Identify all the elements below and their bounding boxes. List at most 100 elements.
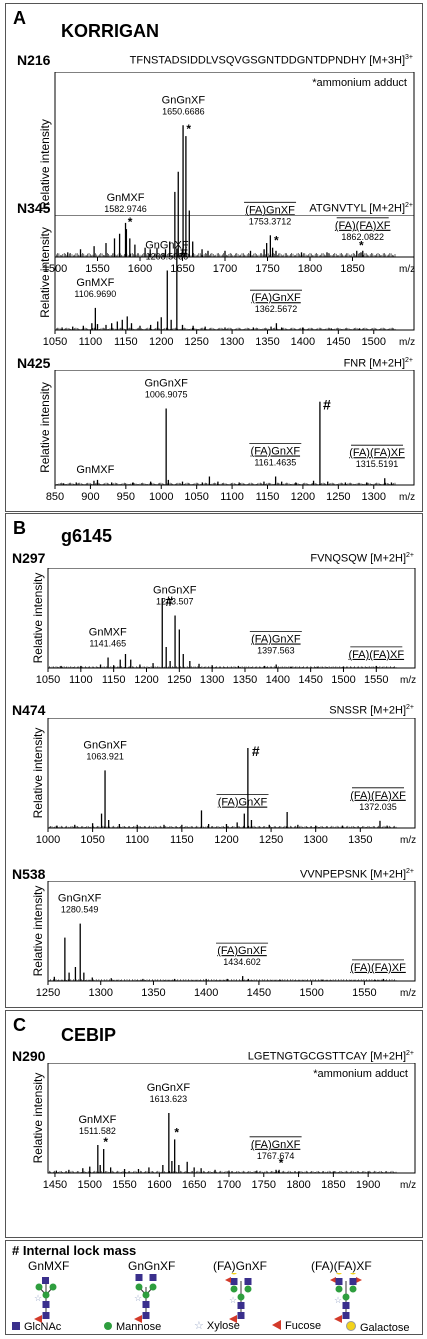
peptide-text: FVNQSQW: [310, 552, 371, 565]
x-tick-label: 1450: [298, 674, 322, 686]
x-tick-label: 1400: [291, 336, 315, 348]
spectrum-plot: Relative intensity 1250 1300 1350 1400 1450 15…: [31, 881, 416, 999]
peak-mz-label: 1767.674: [257, 1151, 295, 1161]
x-tick-label: 1050: [184, 491, 208, 503]
x-tick-label: 1300: [303, 834, 327, 846]
peak-mz-label: 1511.582: [79, 1126, 116, 1136]
glycan-name: (FA)GnXF: [213, 1259, 268, 1273]
charge-state: [M+3H]: [369, 54, 406, 67]
legend: # Internal lock mass GnMXF GnGnXF (FA)Gn…: [5, 1240, 423, 1335]
site-label: N216: [17, 52, 51, 68]
glycan-structures: ☆ ☆ ☆: [34, 1273, 362, 1323]
glycan-name: GnMXF: [28, 1259, 70, 1273]
peptide-sequence: LGETNGTGCGSTTCAY [M+2H]2+: [248, 1050, 414, 1063]
x-tick-label: 1550: [112, 1179, 136, 1191]
peak-glycan-label: (FA)GnXF: [251, 1139, 301, 1151]
charge-state: [M+2H]: [370, 1050, 407, 1063]
glycan-gngnxf-icon: ☆: [134, 1274, 157, 1323]
x-tick-label: 1600: [128, 263, 152, 275]
panel-b: B g6145: [5, 513, 423, 1008]
key-xylose: ☆ Xylose: [194, 1319, 240, 1332]
y-axis-label: Relative intensity: [38, 227, 52, 318]
x-tick-label: 1500: [299, 987, 323, 999]
x-tick-label: 1050: [43, 336, 67, 348]
x-tick-label: 1300: [362, 491, 386, 503]
peptide-sequence: FNR [M+2H]2+: [344, 357, 413, 370]
peak-mz-label: 1434.602: [223, 957, 261, 967]
peptide-sequence: FVNQSQW [M+2H]2+: [310, 552, 414, 565]
x-tick-label: 1150: [170, 834, 194, 846]
panel-title: g6145: [61, 526, 113, 546]
peak-glycan-label: (FA)(FA)XF: [349, 447, 405, 459]
peptide-text: FNR: [343, 357, 370, 370]
svg-text:☆: ☆: [134, 1293, 142, 1303]
glycan-fagnxf-icon: ☆: [225, 1273, 252, 1323]
peak-glycan-label: GnMXF: [76, 464, 114, 476]
baseline-noise: [47, 979, 397, 981]
x-tick-label: 1250: [184, 336, 208, 348]
charge-state: [M+2H]: [369, 202, 406, 215]
x-tick-label: 1150: [114, 336, 138, 348]
peak-glycan-label: GnMXF: [78, 1114, 116, 1126]
x-tick-label: 1400: [194, 987, 218, 999]
x-tick-label: 1450: [247, 987, 271, 999]
adduct-mark: *: [274, 234, 279, 248]
x-tick-label: 1700: [213, 263, 237, 275]
peak-glycan-label: GnGnXF: [58, 893, 102, 905]
peak-glycan-label: GnMXF: [107, 192, 145, 204]
svg-text:☆: ☆: [334, 1295, 342, 1305]
x-tick-label: 1150: [256, 491, 280, 503]
x-tick-label: 1300: [88, 987, 112, 999]
lockmass-mark: #: [323, 397, 331, 413]
key-label: GlcNAc: [24, 1321, 62, 1333]
panel-title: KORRIGAN: [61, 21, 159, 41]
panel-label: B: [13, 518, 26, 538]
x-tick-label: 1850: [340, 263, 364, 275]
peak-glycan-label: GnMXF: [76, 277, 114, 289]
peak-mz-label: 1397.563: [257, 646, 295, 656]
x-tick-label: 1700: [217, 1179, 241, 1191]
x-tick-label: 1250: [259, 834, 283, 846]
x-tick-label: 1100: [69, 674, 93, 686]
peak-glycan-label: (FA)(FA)XF: [335, 220, 391, 232]
x-tick-label: 1200: [214, 834, 238, 846]
baseline-noise: [54, 482, 396, 485]
peak-glycan-label: GnGnXF: [162, 94, 206, 106]
y-axis-label: Relative intensity: [31, 886, 45, 977]
x-axis-label: m/z: [399, 337, 415, 348]
svg-text:☆: ☆: [229, 1295, 237, 1305]
star-icon: ☆: [194, 1320, 204, 1332]
panel-label: C: [13, 1015, 26, 1035]
spectrum-plot: Relative intensity 850 900 950 1000 1050 1100 1…: [38, 370, 415, 503]
glycan-name: (FA)(FA)XF: [311, 1259, 372, 1273]
charge-state: [M+2H]: [370, 868, 407, 881]
peak-mz-label: 1141.465: [89, 639, 126, 649]
x-tick-label: 1800: [298, 263, 322, 275]
peak-glycan-label: (FA)GnXF: [245, 204, 295, 216]
x-tick-label: 1350: [141, 987, 165, 999]
x-tick-label: 1150: [102, 674, 126, 686]
charge-state: [M+2H]: [370, 552, 407, 565]
x-tick-label: 1450: [43, 1179, 67, 1191]
peak-mz-label: 1582.9746: [104, 204, 147, 214]
adduct-mark: *: [186, 122, 191, 136]
peak-glycan-label: GnMXF: [89, 627, 127, 639]
peak-glycan-label: GnGnXF: [153, 585, 197, 597]
x-axis-label: m/z: [399, 264, 415, 275]
x-tick-label: 1350: [348, 834, 372, 846]
panel-label: A: [13, 8, 26, 28]
peptide-text: TFNSTADSIDDLVSQVGSGNTDDGNTDPNDHY: [129, 54, 370, 67]
adduct-note: *ammonium adduct: [312, 77, 407, 89]
peak-glycan-label: (FA)(FA)XF: [350, 790, 406, 802]
charge-superscript: 2+: [406, 552, 414, 559]
lockmass-mark: #: [165, 593, 173, 609]
peak-mz-label: 1372.035: [359, 802, 397, 812]
site-label: N297: [12, 550, 46, 566]
peak-mz-label: 1753.3712: [249, 216, 292, 226]
adduct-mark: *: [279, 1156, 284, 1170]
baseline-noise: [47, 1170, 397, 1173]
charge-superscript: 2+: [405, 357, 413, 364]
peak-glycan-label: (FA)GnXF: [218, 797, 268, 809]
x-tick-label: 1350: [233, 674, 257, 686]
